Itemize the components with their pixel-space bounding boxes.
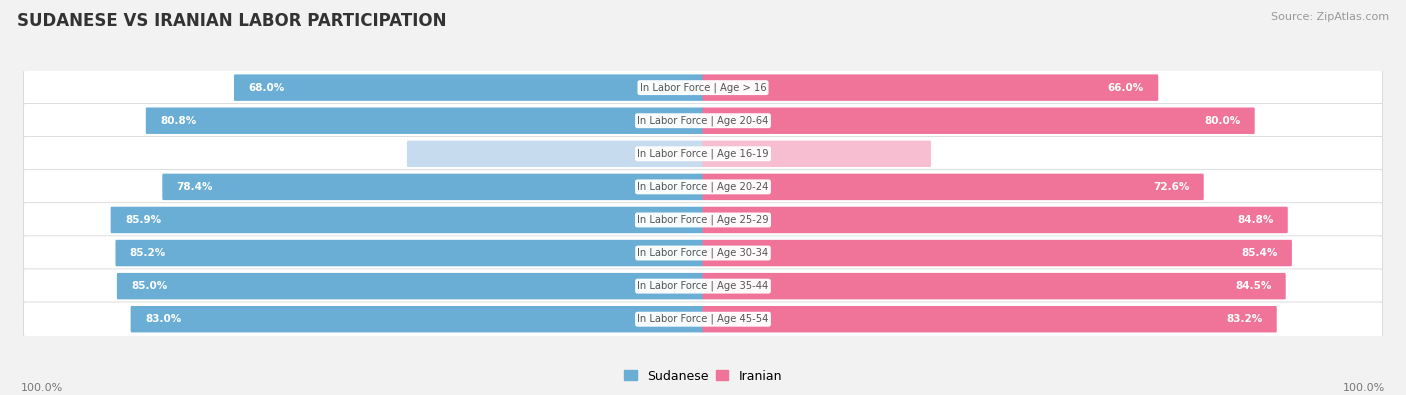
FancyBboxPatch shape: [24, 170, 1382, 204]
Text: 84.8%: 84.8%: [1237, 215, 1274, 225]
Text: 85.9%: 85.9%: [125, 215, 162, 225]
FancyBboxPatch shape: [703, 107, 1254, 134]
Text: In Labor Force | Age 35-44: In Labor Force | Age 35-44: [637, 281, 769, 292]
Text: 85.0%: 85.0%: [131, 281, 167, 291]
Text: 85.2%: 85.2%: [129, 248, 166, 258]
FancyBboxPatch shape: [703, 141, 931, 167]
Text: Source: ZipAtlas.com: Source: ZipAtlas.com: [1271, 12, 1389, 22]
Text: 80.0%: 80.0%: [1204, 116, 1240, 126]
Text: 80.8%: 80.8%: [160, 116, 197, 126]
FancyBboxPatch shape: [24, 137, 1382, 171]
Text: In Labor Force | Age 20-64: In Labor Force | Age 20-64: [637, 115, 769, 126]
FancyBboxPatch shape: [24, 70, 1382, 105]
FancyBboxPatch shape: [117, 273, 703, 299]
Text: 66.0%: 66.0%: [1108, 83, 1144, 93]
FancyBboxPatch shape: [162, 174, 703, 200]
FancyBboxPatch shape: [703, 74, 1159, 101]
FancyBboxPatch shape: [703, 240, 1292, 266]
Text: In Labor Force | Age 16-19: In Labor Force | Age 16-19: [637, 149, 769, 159]
FancyBboxPatch shape: [115, 240, 703, 266]
Text: In Labor Force | Age 20-24: In Labor Force | Age 20-24: [637, 182, 769, 192]
Text: 68.0%: 68.0%: [249, 83, 284, 93]
FancyBboxPatch shape: [703, 174, 1204, 200]
Text: 100.0%: 100.0%: [1343, 384, 1385, 393]
Text: 83.0%: 83.0%: [145, 314, 181, 324]
Text: In Labor Force | Age 25-29: In Labor Force | Age 25-29: [637, 215, 769, 225]
Text: 42.9%: 42.9%: [659, 149, 696, 159]
FancyBboxPatch shape: [703, 207, 1288, 233]
Text: 84.5%: 84.5%: [1234, 281, 1271, 291]
FancyBboxPatch shape: [146, 107, 703, 134]
FancyBboxPatch shape: [24, 203, 1382, 237]
FancyBboxPatch shape: [233, 74, 703, 101]
Text: 72.6%: 72.6%: [1153, 182, 1189, 192]
Text: In Labor Force | Age 45-54: In Labor Force | Age 45-54: [637, 314, 769, 324]
FancyBboxPatch shape: [703, 306, 1277, 333]
FancyBboxPatch shape: [131, 306, 703, 333]
Text: In Labor Force | Age 30-34: In Labor Force | Age 30-34: [637, 248, 769, 258]
Text: 33.0%: 33.0%: [710, 149, 747, 159]
Legend: Sudanese, Iranian: Sudanese, Iranian: [619, 365, 787, 388]
Text: 78.4%: 78.4%: [177, 182, 214, 192]
FancyBboxPatch shape: [24, 269, 1382, 303]
FancyBboxPatch shape: [406, 141, 703, 167]
Text: 85.4%: 85.4%: [1241, 248, 1278, 258]
FancyBboxPatch shape: [111, 207, 703, 233]
Text: SUDANESE VS IRANIAN LABOR PARTICIPATION: SUDANESE VS IRANIAN LABOR PARTICIPATION: [17, 12, 446, 30]
FancyBboxPatch shape: [24, 236, 1382, 270]
FancyBboxPatch shape: [24, 302, 1382, 337]
Text: 100.0%: 100.0%: [21, 384, 63, 393]
FancyBboxPatch shape: [703, 273, 1285, 299]
FancyBboxPatch shape: [24, 103, 1382, 138]
Text: 83.2%: 83.2%: [1226, 314, 1263, 324]
Text: In Labor Force | Age > 16: In Labor Force | Age > 16: [640, 83, 766, 93]
